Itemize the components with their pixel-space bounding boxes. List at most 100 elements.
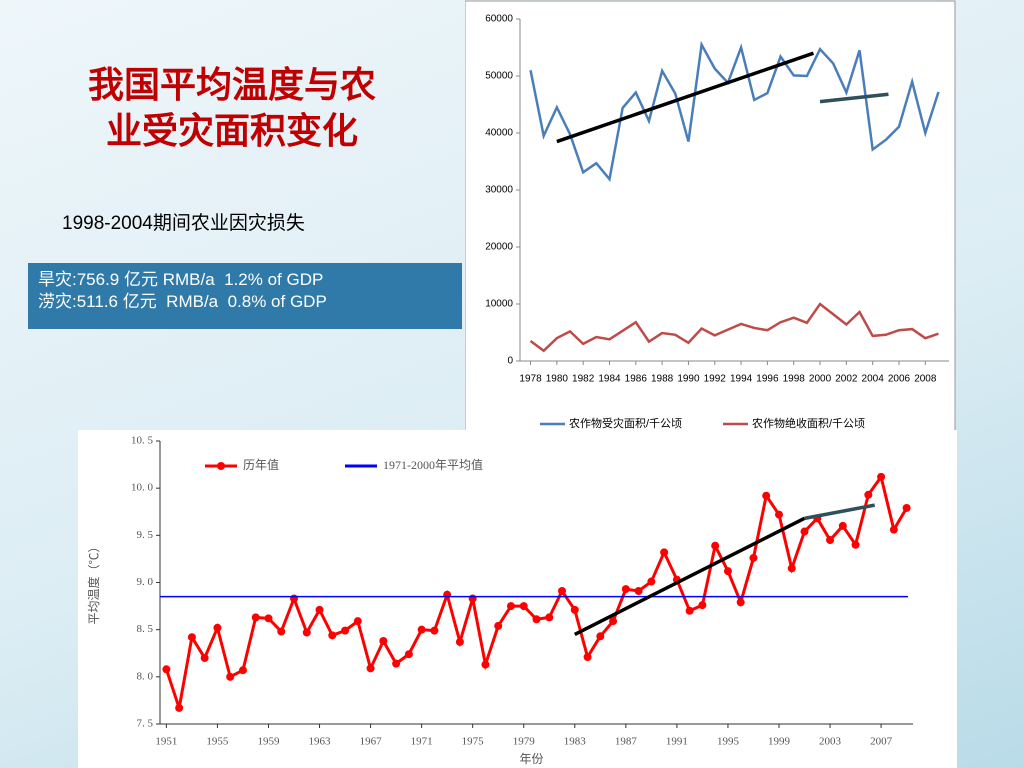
point	[545, 613, 554, 622]
point	[200, 653, 209, 662]
legend-label: 1971-2000年平均值	[383, 457, 483, 472]
point	[277, 627, 286, 636]
point	[749, 553, 758, 562]
point	[698, 601, 707, 610]
title-line: 我国平均温度与农	[87, 65, 376, 105]
point	[481, 660, 490, 669]
x-tick-label: 2006	[888, 374, 911, 385]
panel	[78, 430, 957, 768]
x-tick-label: 1983	[564, 736, 587, 748]
point	[404, 650, 413, 659]
legend-marker	[217, 462, 225, 470]
y-tick-label: 40000	[485, 128, 513, 139]
point	[315, 605, 324, 614]
point	[877, 472, 886, 481]
box-line: 旱灾:756.9 亿元 RMB/a 1.2% of GDP	[38, 270, 324, 289]
y-tick-label: 20000	[485, 242, 513, 253]
x-tick-label: 1955	[206, 736, 229, 748]
title-line: 业受灾面积变化	[105, 111, 358, 151]
trend-line	[573, 516, 806, 636]
y-tick-label: 30000	[485, 185, 513, 196]
point	[494, 621, 503, 630]
point	[583, 653, 592, 662]
point	[570, 605, 579, 614]
point	[341, 626, 350, 635]
x-tick-label: 1994	[730, 374, 753, 385]
trend-line	[556, 51, 815, 144]
point	[889, 525, 898, 534]
x-tick-label: 1971	[411, 736, 433, 748]
y-tick-label: 60000	[485, 14, 513, 25]
x-tick-label: 2003	[819, 736, 842, 748]
y-tick-label: 10000	[485, 299, 513, 310]
subtitle: 1998-2004期间农业因灾损失	[62, 213, 305, 234]
x-tick-label: 2004	[862, 374, 885, 385]
loss-box: 旱灾:756.9 亿元 RMB/a 1.2% of GDP 涝灾:511.6 亿元…	[28, 263, 462, 329]
point	[187, 633, 196, 642]
point	[711, 541, 720, 550]
x-tick-label: 1982	[572, 374, 595, 385]
trend-line	[804, 503, 876, 521]
x-axis-label: 年份	[519, 752, 543, 766]
point	[723, 567, 732, 576]
y-tick-label: 10. 0	[131, 482, 154, 494]
point	[302, 628, 311, 637]
point	[430, 626, 439, 635]
point	[238, 666, 247, 675]
point	[328, 631, 337, 640]
y-tick-label: 9. 0	[137, 576, 154, 588]
point	[392, 659, 401, 668]
x-tick-label: 2000	[809, 374, 832, 385]
x-tick-label: 1988	[651, 374, 674, 385]
point	[787, 564, 796, 573]
x-tick-label: 1999	[768, 736, 791, 748]
point	[596, 632, 605, 641]
point	[175, 703, 184, 712]
point	[532, 615, 541, 624]
point	[251, 613, 260, 622]
point	[774, 510, 783, 519]
point	[417, 625, 426, 634]
x-tick-label: 1951	[155, 736, 177, 748]
point	[468, 594, 477, 603]
point	[226, 672, 235, 681]
point	[762, 491, 771, 500]
point	[379, 636, 388, 645]
series-line	[529, 302, 939, 353]
y-tick-label: 8. 0	[137, 670, 154, 682]
point	[443, 590, 452, 599]
point	[660, 548, 669, 557]
point	[366, 664, 375, 673]
point	[685, 606, 694, 615]
y-tick-label: 8. 5	[137, 623, 154, 635]
x-tick-label: 1963	[309, 736, 332, 748]
y-tick-label: 50000	[485, 71, 513, 82]
x-tick-label: 1980	[546, 374, 569, 385]
point	[634, 586, 643, 595]
x-tick-label: 1979	[513, 736, 536, 748]
point	[826, 536, 835, 545]
y-tick-label: 0	[507, 356, 513, 367]
point	[162, 665, 171, 674]
point	[838, 521, 847, 530]
point	[902, 503, 911, 512]
trend-line	[819, 92, 889, 104]
x-tick-label: 1967	[360, 736, 383, 748]
y-tick-label: 10. 5	[131, 435, 154, 447]
point	[455, 637, 464, 646]
point	[353, 617, 362, 626]
series-line	[529, 40, 940, 183]
x-tick-label: 2008	[914, 374, 937, 385]
x-tick-label: 1959	[257, 736, 280, 748]
box-line: 涝灾:511.6 亿元 RMB/a 0.8% of GDP	[38, 292, 327, 311]
x-tick-label: 1975	[462, 736, 485, 748]
x-tick-label: 2002	[835, 374, 858, 385]
x-tick-label: 1998	[783, 374, 806, 385]
point	[800, 527, 809, 536]
point	[264, 614, 273, 623]
point	[851, 540, 860, 549]
x-tick-label: 1987	[615, 736, 638, 748]
